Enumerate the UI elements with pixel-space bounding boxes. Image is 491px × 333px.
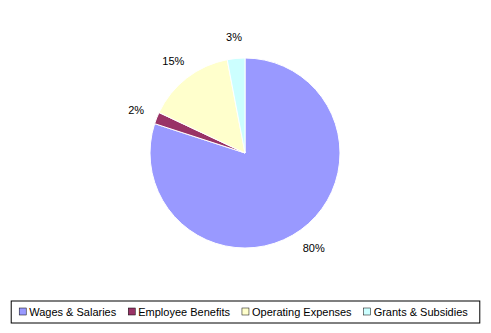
legend-label: Employee Benefits	[138, 306, 230, 318]
slice	[150, 58, 340, 248]
legend-label: Grants & Subsidies	[374, 306, 469, 318]
legend-swatch	[242, 308, 249, 315]
data-label: 2%	[128, 104, 144, 116]
data-label: 3%	[226, 31, 242, 43]
chart: 80% 2% 15% 3% Wages & Salaries Employee Benef…	[0, 0, 491, 333]
pie	[150, 58, 340, 248]
legend-label: Wages & Salaries	[29, 306, 117, 318]
legend-box	[11, 301, 480, 323]
legend-swatch	[19, 308, 26, 315]
legend-swatch	[364, 308, 371, 315]
data-label: 15%	[162, 55, 184, 67]
legend-swatch	[128, 308, 135, 315]
data-labels: 80% 2% 15% 3%	[128, 31, 325, 254]
data-label: 80%	[303, 242, 325, 254]
legend-label: Operating Expenses	[252, 306, 352, 318]
legend: Wages & Salaries Employee Benefits Operati…	[11, 301, 480, 323]
slice	[227, 58, 245, 153]
